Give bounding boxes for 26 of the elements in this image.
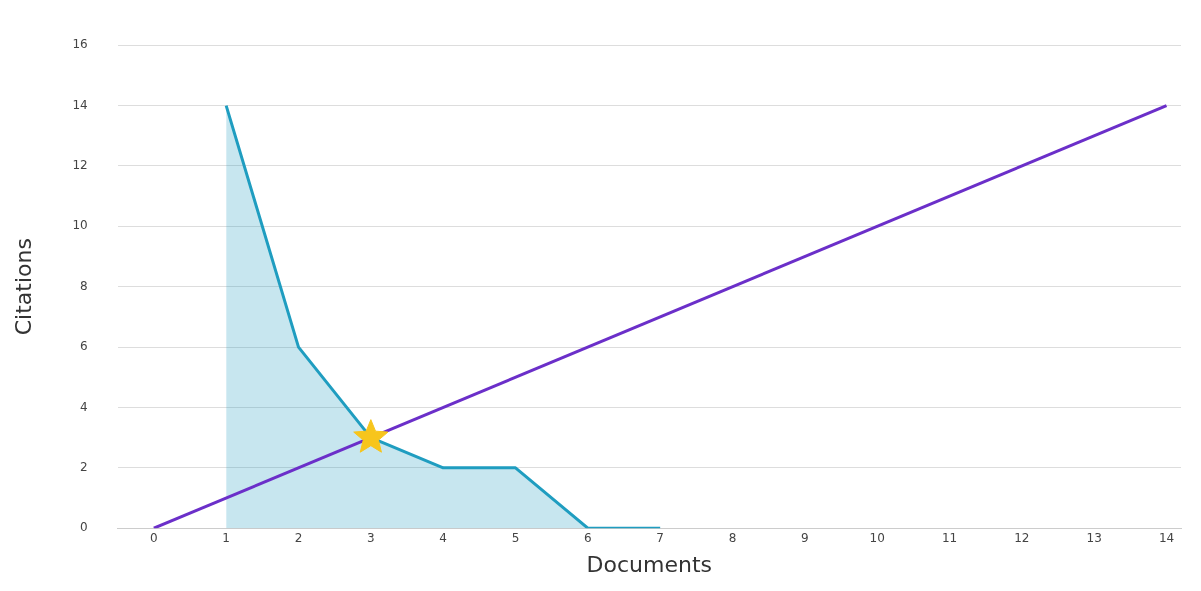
y-tick-label: 2 [80, 459, 88, 474]
y-tick-label: 8 [80, 278, 88, 293]
x-tick-label: 4 [439, 530, 447, 545]
x-tick-label: 9 [801, 530, 809, 545]
y-tick-label: 10 [72, 218, 88, 233]
x-tick-label: 5 [511, 530, 520, 545]
y-tick-label: 0 [80, 520, 88, 535]
x-axis-title: Documents [586, 551, 713, 577]
x-tick-label: 1 [222, 530, 230, 545]
y-tick-label: 4 [80, 399, 88, 414]
y-tick-label: 12 [72, 158, 88, 173]
y-tick-label: 16 [72, 37, 88, 52]
x-tick-label: 3 [367, 530, 375, 545]
x-tick-label: 11 [941, 530, 958, 545]
x-tick-label: 13 [1086, 530, 1102, 545]
x-tick-label: 14 [1158, 530, 1175, 545]
x-tick-label: 8 [728, 530, 737, 545]
x-tick-label: 2 [294, 530, 303, 545]
x-tick-label: 7 [656, 530, 665, 545]
x-tick-label: 0 [150, 530, 158, 545]
y-axis-title: Citations [10, 238, 36, 336]
y-tick-label: 6 [80, 339, 88, 354]
y-tick-label: 14 [72, 97, 88, 112]
x-tick-label: 12 [1014, 530, 1030, 545]
x-tick-label: 6 [584, 530, 592, 545]
x-tick-label: 10 [869, 530, 885, 545]
